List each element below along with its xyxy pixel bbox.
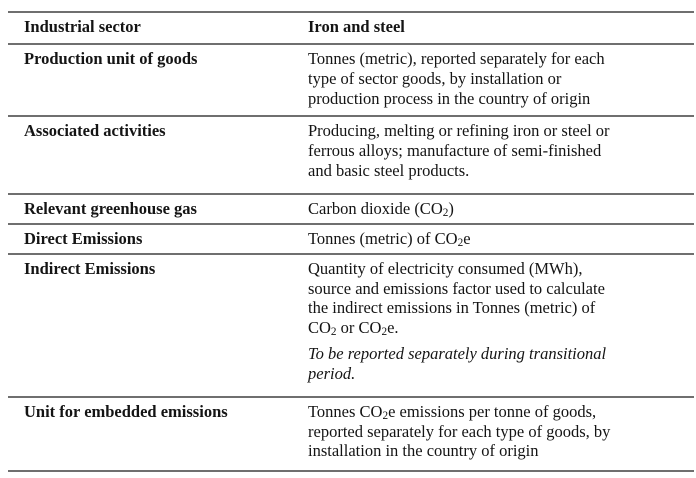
value-paragraph: Tonnes CO2e emissions per tonne of goods… <box>308 401 611 461</box>
table-row-associated-activities: Associated activities Producing, melting … <box>8 117 694 195</box>
subscript: 2 <box>382 410 389 423</box>
subscript: 2 <box>330 326 337 339</box>
subscript: 2 <box>457 237 464 250</box>
table-row-unit-for-embedded-emissions: Unit for embedded emissions Tonnes CO2e e… <box>8 398 694 472</box>
table-row-relevant-greenhouse-gas: Relevant greenhouse gas Carbon dioxide (C… <box>8 195 694 225</box>
value-paragraph: To be reported separately during transit… <box>308 343 607 383</box>
table-row-industrial-sector: Industrial sector Iron and steel <box>8 13 694 45</box>
row-label-production-unit-of-goods: Production unit of goods <box>24 49 198 68</box>
subscript: 2 <box>381 326 388 339</box>
row-value-unit-for-embedded-emissions: Tonnes CO2e emissions per tonne of goods… <box>308 398 694 470</box>
row-label-unit-for-embedded-emissions: Unit for embedded emissions <box>24 401 228 421</box>
row-label-associated-activities: Associated activities <box>24 121 166 140</box>
value-paragraph: Producing, melting or refining iron or s… <box>308 121 610 180</box>
row-label-relevant-greenhouse-gas: Relevant greenhouse gas <box>24 199 197 218</box>
table-row-production-unit-of-goods: Production unit of goods Tonnes (metric),… <box>8 45 694 117</box>
row-value-production-unit-of-goods: Tonnes (metric), reported separately for… <box>308 45 694 115</box>
row-value-indirect-emissions: Quantity of electricity consumed (MWh), s… <box>308 255 694 396</box>
value-paragraph: Quantity of electricity consumed (MWh), s… <box>308 258 605 339</box>
row-value-associated-activities: Producing, melting or refining iron or s… <box>308 117 694 193</box>
value-paragraph: Iron and steel <box>308 17 405 36</box>
row-value-industrial-sector: Iron and steel <box>308 13 694 43</box>
sector-definition-table: Industrial sector Iron and steel Productio… <box>8 11 694 472</box>
value-paragraph: Tonnes (metric) of CO2e <box>308 228 471 250</box>
row-label-indirect-emissions: Indirect Emissions <box>24 258 156 278</box>
row-label-direct-emissions: Direct Emissions <box>24 228 143 248</box>
row-label-industrial-sector: Industrial sector <box>24 17 141 36</box>
table-row-direct-emissions: Direct Emissions Tonnes (metric) of CO2e <box>8 225 694 255</box>
value-paragraph: Tonnes (metric), reported separately for… <box>308 49 605 108</box>
value-paragraph: Carbon dioxide (CO2) <box>308 199 454 220</box>
subscript: 2 <box>442 207 449 220</box>
table-row-indirect-emissions: Indirect Emissions Quantity of electricit… <box>8 255 694 398</box>
row-value-direct-emissions: Tonnes (metric) of CO2e <box>308 225 694 253</box>
row-value-relevant-greenhouse-gas: Carbon dioxide (CO2) <box>308 195 694 223</box>
